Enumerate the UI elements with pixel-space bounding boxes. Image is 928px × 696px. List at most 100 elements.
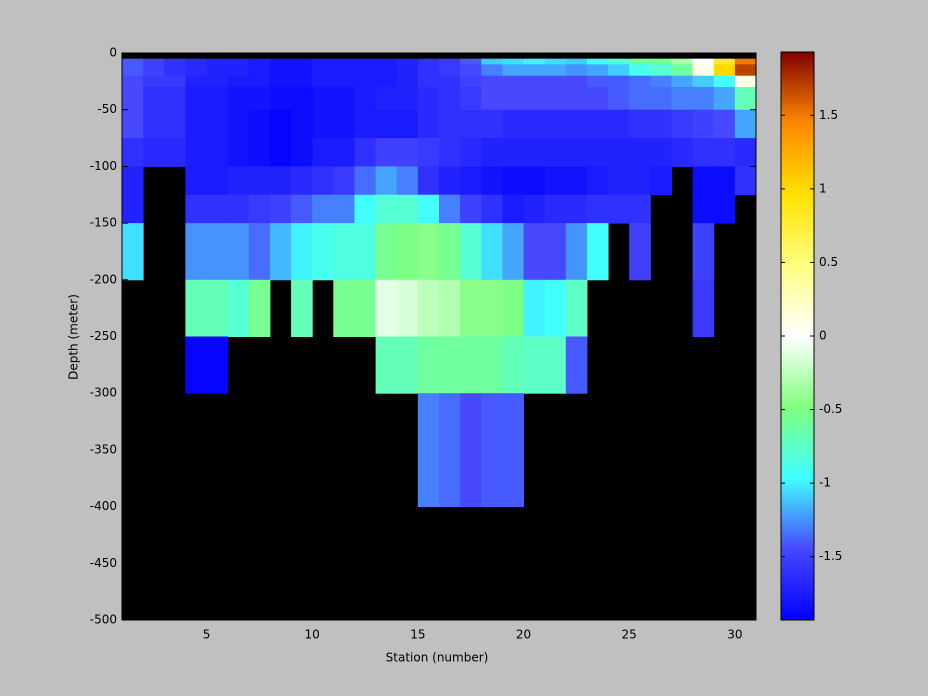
- cell: [375, 109, 398, 139]
- cell: [692, 75, 715, 88]
- cell: [417, 194, 440, 224]
- cell: [333, 87, 355, 111]
- cell: [586, 75, 609, 88]
- cell: [629, 138, 651, 167]
- cell: [650, 58, 672, 65]
- cell: [375, 166, 398, 196]
- cell: [206, 194, 229, 224]
- y-axis-label: Depth (meter): [67, 294, 81, 380]
- colorbar-tick-label: -0.5: [819, 402, 842, 416]
- cell: [269, 64, 292, 77]
- cell: [650, 64, 672, 77]
- cell: [206, 336, 229, 394]
- y-tick-label: -250: [90, 329, 117, 343]
- x-tick-label: 20: [516, 628, 531, 642]
- cell: [586, 87, 609, 111]
- cell: [396, 194, 419, 224]
- cell: [375, 223, 398, 281]
- cell: [439, 194, 461, 224]
- y-tick-label: -450: [90, 556, 117, 570]
- cell: [502, 279, 525, 337]
- cell: [565, 58, 588, 65]
- cell: [248, 64, 271, 77]
- cell: [248, 194, 271, 224]
- cell: [586, 194, 609, 224]
- colorbar-tick-label: 1.5: [819, 108, 838, 122]
- cell: [291, 87, 313, 111]
- cell: [206, 87, 229, 111]
- x-tick-label: 15: [410, 628, 425, 642]
- cell: [396, 336, 419, 394]
- cell: [143, 75, 165, 88]
- y-tick-label: -350: [90, 442, 117, 456]
- cell: [544, 64, 567, 77]
- cell: [523, 87, 546, 111]
- cell: [544, 109, 567, 139]
- cell: [185, 223, 208, 281]
- cell: [671, 87, 694, 111]
- cell: [692, 109, 715, 139]
- cell: [164, 64, 186, 77]
- cell: [396, 223, 419, 281]
- cell: [291, 279, 313, 337]
- cell: [565, 87, 588, 111]
- cell: [650, 109, 672, 139]
- cell: [333, 279, 355, 337]
- cell: [439, 336, 461, 394]
- cell: [396, 58, 419, 65]
- cell: [608, 109, 630, 139]
- cell: [502, 64, 525, 77]
- cell: [629, 75, 651, 88]
- colorbar: [780, 51, 815, 621]
- cell: [185, 64, 208, 77]
- cell: [312, 64, 334, 77]
- cell: [523, 279, 546, 337]
- cell: [291, 75, 313, 88]
- cell: [185, 336, 208, 394]
- x-tick-label: 10: [305, 628, 320, 642]
- cell: [734, 87, 757, 111]
- cell: [312, 223, 334, 281]
- cell: [544, 58, 567, 65]
- cell: [734, 75, 757, 88]
- cell: [523, 75, 546, 88]
- cell: [544, 166, 567, 196]
- cell: [502, 87, 525, 111]
- cell: [523, 138, 546, 167]
- cell: [502, 58, 525, 65]
- cell: [481, 223, 503, 281]
- cell: [227, 109, 250, 139]
- cell: [248, 87, 271, 111]
- cell: [671, 138, 694, 167]
- cell: [375, 279, 398, 337]
- cell: [565, 223, 588, 281]
- cell: [248, 279, 271, 337]
- cell: [439, 223, 461, 281]
- cell: [227, 138, 250, 167]
- cell: [565, 336, 588, 394]
- cell: [460, 166, 482, 196]
- cell: [502, 109, 525, 139]
- cell: [354, 64, 377, 77]
- cell: [396, 64, 419, 77]
- cell: [523, 223, 546, 281]
- cell: [312, 58, 334, 65]
- y-tick-label: -300: [90, 386, 117, 400]
- cell: [375, 138, 398, 167]
- y-tick-label: 0: [109, 46, 117, 60]
- cell: [291, 58, 313, 65]
- cell: [629, 87, 651, 111]
- cell: [269, 166, 292, 196]
- cell: [439, 87, 461, 111]
- cell: [481, 194, 503, 224]
- cell: [206, 223, 229, 281]
- cell: [333, 58, 355, 65]
- cell: [291, 138, 313, 167]
- x-axis-label: Station (number): [386, 651, 489, 665]
- cell: [396, 166, 419, 196]
- cell: [692, 279, 715, 337]
- cell: [671, 58, 694, 65]
- cell: [629, 109, 651, 139]
- cell: [354, 223, 377, 281]
